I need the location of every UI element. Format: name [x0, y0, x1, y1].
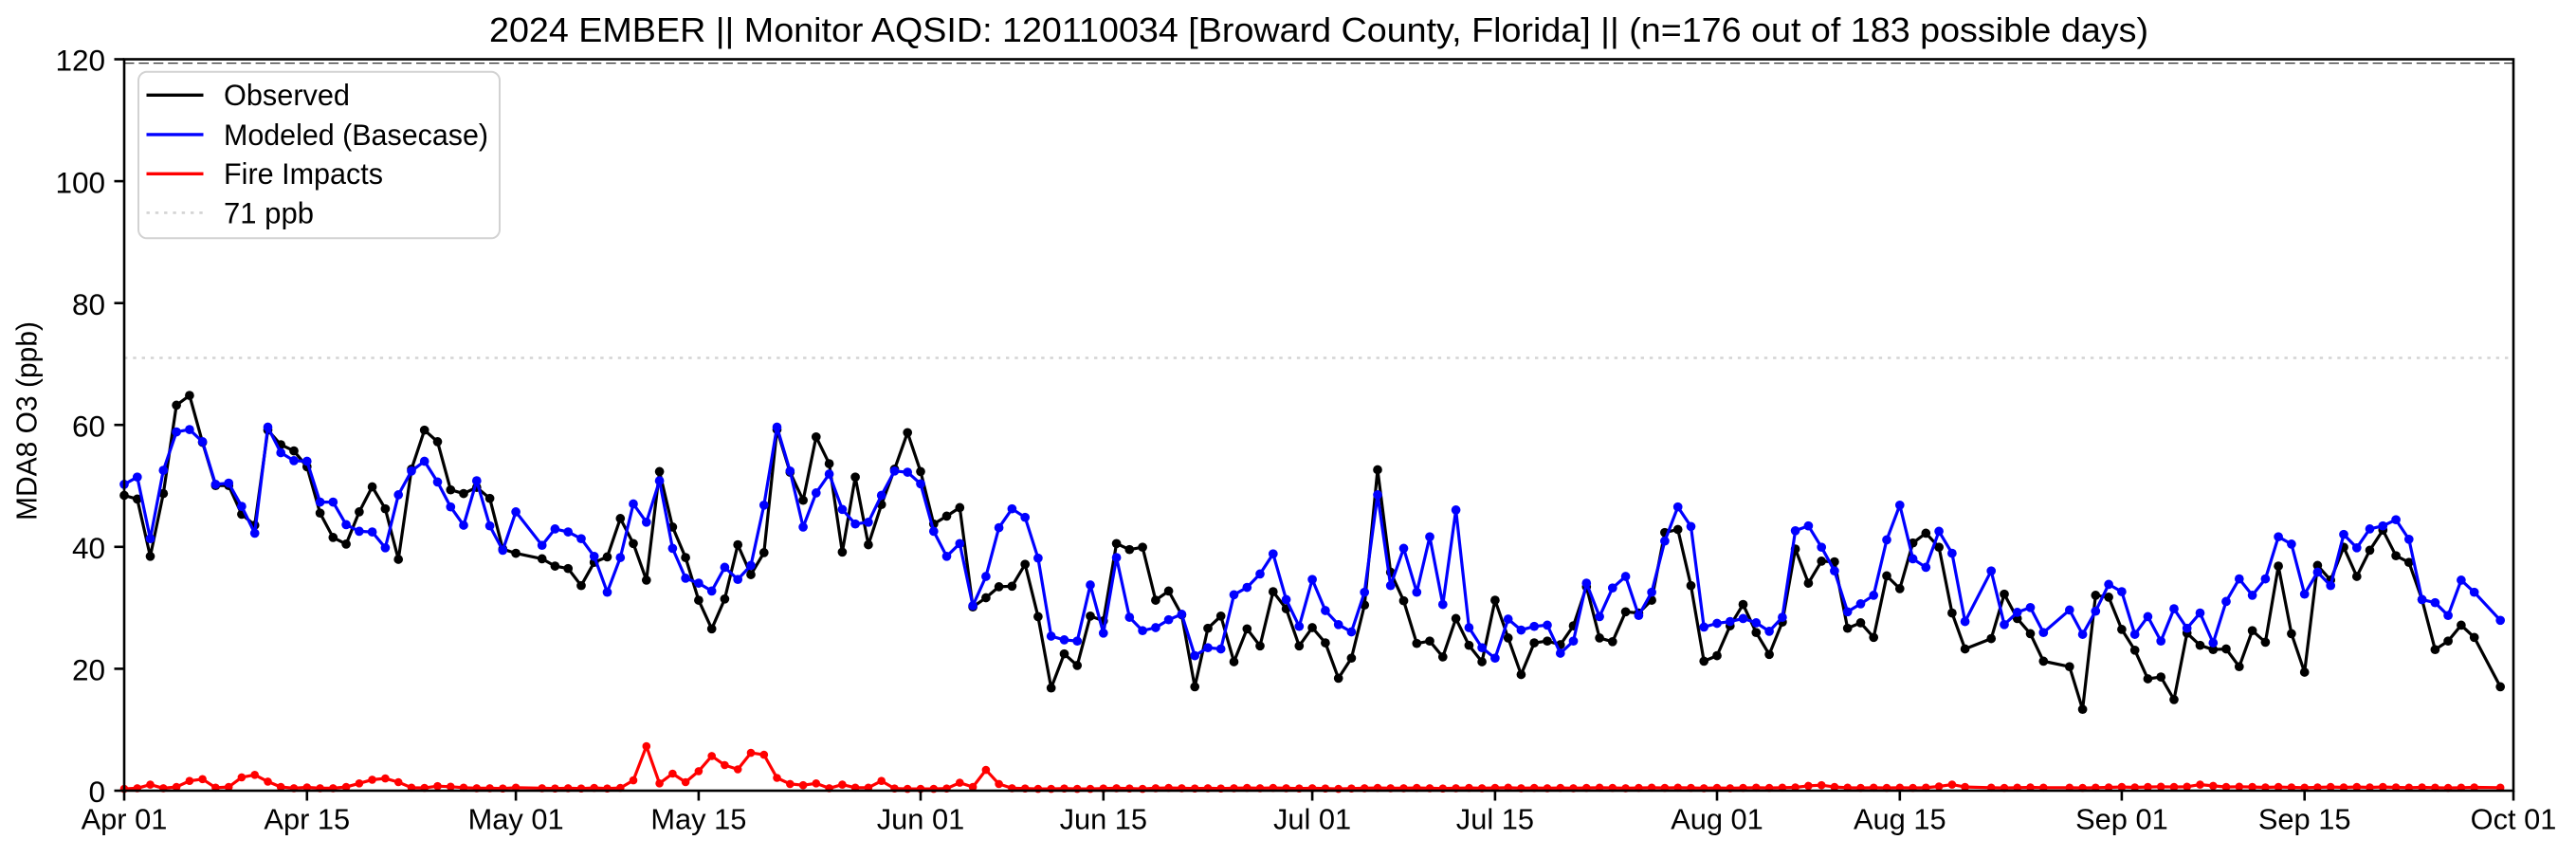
svg-text:Aug 15: Aug 15 — [1854, 803, 1946, 836]
svg-text:71 ppb: 71 ppb — [224, 195, 314, 229]
svg-text:2024 EMBER || Monitor AQSID: 1: 2024 EMBER || Monitor AQSID: 120110034 [… — [489, 10, 2148, 49]
svg-text:Sep 01: Sep 01 — [2075, 803, 2168, 836]
svg-text:60: 60 — [72, 409, 105, 443]
svg-text:Apr 01: Apr 01 — [82, 803, 168, 836]
svg-text:MDA8 O3 (ppb): MDA8 O3 (ppb) — [11, 321, 44, 520]
svg-text:Sep 15: Sep 15 — [2258, 803, 2351, 836]
svg-text:May 15: May 15 — [650, 803, 746, 836]
svg-text:80: 80 — [72, 287, 105, 321]
svg-text:Jun 15: Jun 15 — [1060, 803, 1147, 836]
svg-text:0: 0 — [88, 775, 105, 809]
svg-text:40: 40 — [72, 531, 105, 565]
svg-text:May 01: May 01 — [468, 803, 564, 836]
svg-text:Fire Impacts: Fire Impacts — [224, 156, 383, 191]
svg-text:Jun 01: Jun 01 — [877, 803, 964, 836]
svg-text:20: 20 — [72, 653, 105, 687]
svg-text:Oct 01: Oct 01 — [2471, 803, 2557, 836]
svg-text:Jul 01: Jul 01 — [1273, 803, 1351, 836]
svg-text:120: 120 — [55, 44, 105, 78]
svg-text:Aug 01: Aug 01 — [1671, 803, 1763, 836]
svg-text:Apr 15: Apr 15 — [264, 803, 350, 836]
svg-text:100: 100 — [55, 165, 105, 199]
svg-text:Modeled (Basecase): Modeled (Basecase) — [224, 118, 488, 152]
svg-text:Jul 15: Jul 15 — [1456, 803, 1534, 836]
svg-text:Observed: Observed — [224, 78, 350, 112]
